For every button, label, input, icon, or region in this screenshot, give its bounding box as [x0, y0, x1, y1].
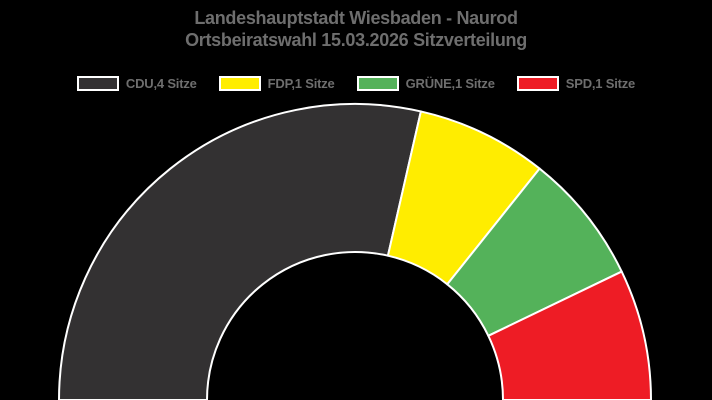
legend-label-fdp: FDP,1 Sitze [267, 76, 335, 91]
legend-swatch-fdp [218, 76, 261, 91]
legend-label-gruene: GRÜNE,1 Sitze [405, 76, 495, 91]
legend-swatch-spd [516, 76, 559, 91]
legend-swatch-cdu [76, 76, 119, 91]
legend-label-spd: SPD,1 Sitze [565, 76, 636, 91]
legend-item-spd: SPD,1 Sitze [516, 76, 636, 91]
legend-item-fdp: FDP,1 Sitze [218, 76, 335, 91]
chart-title-line1: Landeshauptstadt Wiesbaden - Naurod [194, 8, 518, 28]
chart-title: Landeshauptstadt Wiesbaden - Naurod Orts… [0, 7, 712, 51]
legend-item-gruene: GRÜNE,1 Sitze [356, 76, 495, 91]
donut-segment-cdu [58, 103, 422, 400]
legend-label-cdu: CDU,4 Sitze [125, 76, 197, 91]
legend-item-cdu: CDU,4 Sitze [76, 76, 197, 91]
chart-title-line2: Ortsbeiratswahl 15.03.2026 Sitzverteilun… [185, 30, 527, 50]
legend: CDU,4 Sitze FDP,1 Sitze GRÜNE,1 Sitze SP… [0, 76, 712, 91]
legend-swatch-gruene [356, 76, 399, 91]
